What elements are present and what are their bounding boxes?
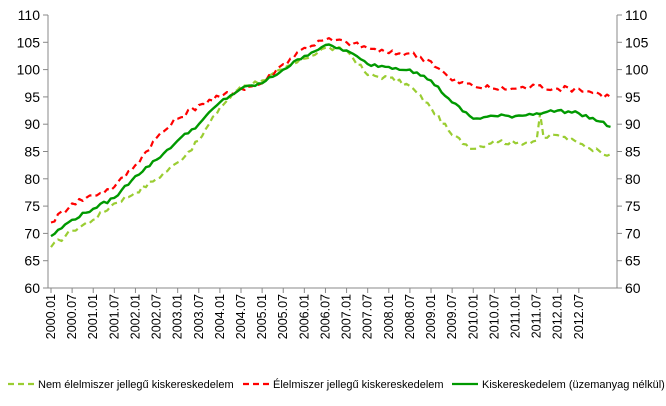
x-tick-label: 2006.07 xyxy=(318,294,332,339)
y-tick-label: 110 xyxy=(18,7,41,23)
series-line-1 xyxy=(50,46,611,248)
plot-area xyxy=(47,15,618,289)
x-tick-label: 2005.07 xyxy=(276,294,290,339)
y-tick-label: 65 xyxy=(24,253,40,269)
x-tick-label: 2004.01 xyxy=(213,294,227,339)
x-tick-label: 2011.01 xyxy=(508,294,522,338)
y-tick-label: 100 xyxy=(17,62,41,78)
x-tick-label: 2010.07 xyxy=(487,294,501,339)
x-tick-label: 2009.01 xyxy=(424,294,438,339)
y-axis-left: 60 65 70 75 80 85 90 95 100 105 110 xyxy=(17,7,48,296)
series-layer xyxy=(50,37,612,248)
y-tick-label: 90 xyxy=(24,116,40,132)
x-tick-label: 2012.01 xyxy=(551,294,565,339)
y-axis-right: 60 65 70 75 80 85 90 95 100 105 110 xyxy=(617,7,649,296)
x-tick-label: 2008.07 xyxy=(403,294,417,339)
y-tick-label: 90 xyxy=(625,116,641,132)
y-tick-label: 85 xyxy=(625,144,641,160)
x-tick-label: 2003.01 xyxy=(171,294,185,339)
y-tick-label: 80 xyxy=(24,171,40,187)
x-tick-label: 2000.07 xyxy=(65,294,79,339)
x-tick-label: 2001.07 xyxy=(107,294,121,339)
x-tick-label: 2011.07 xyxy=(530,294,544,338)
series-line-2 xyxy=(50,37,612,224)
x-tick-label: 2003.07 xyxy=(192,294,206,339)
y-tick-label: 85 xyxy=(24,144,40,160)
y-tick-label: 65 xyxy=(625,253,641,269)
x-tick-label: 2002.07 xyxy=(150,294,164,339)
y-tick-label: 70 xyxy=(24,225,40,241)
y-tick-label: 105 xyxy=(17,34,41,50)
y-tick-label: 95 xyxy=(24,89,40,105)
x-tick-label: 2012.07 xyxy=(572,294,586,339)
x-tick-label: 2009.07 xyxy=(445,294,459,339)
x-tick-label: 2007.01 xyxy=(340,294,354,339)
y-tick-label: 60 xyxy=(625,280,641,296)
legend-label: Nem élelmiszer jellegű kiskereskedelem xyxy=(38,379,234,391)
y-tick-label: 105 xyxy=(625,34,649,50)
x-tick-label: 2001.01 xyxy=(86,294,100,339)
y-tick-label: 110 xyxy=(625,7,648,23)
y-tick-label: 75 xyxy=(625,198,641,214)
y-tick-label: 70 xyxy=(625,225,641,241)
legend-label: Élelmiszer jellegű kiskereskedelem xyxy=(273,378,444,391)
y-tick-label: 80 xyxy=(625,171,641,187)
x-axis: 2000.01 2000.07 2001.01 2001.07 2002.01 2002.… xyxy=(44,288,586,339)
y-tick-label: 95 xyxy=(625,89,641,105)
y-tick-label: 75 xyxy=(24,198,40,214)
legend: Nem élelmiszer jellegű kiskereskedelem Él… xyxy=(8,378,665,391)
x-tick-label: 2004.07 xyxy=(234,294,248,339)
legend-label: Kiskereskedelem (üzemanyag nélkül) xyxy=(482,379,665,391)
y-tick-label: 100 xyxy=(625,62,649,78)
x-tick-label: 2008.01 xyxy=(382,294,396,339)
x-tick-label: 2005.01 xyxy=(255,294,269,339)
x-tick-label: 2002.01 xyxy=(128,294,142,339)
x-tick-label: 2010.01 xyxy=(466,294,480,339)
x-tick-label: 2006.01 xyxy=(297,294,311,339)
series-line-3 xyxy=(50,43,611,238)
x-tick-label: 2007.07 xyxy=(361,294,375,339)
x-tick-label: 2000.01 xyxy=(44,294,58,339)
y-tick-label: 60 xyxy=(24,280,40,296)
